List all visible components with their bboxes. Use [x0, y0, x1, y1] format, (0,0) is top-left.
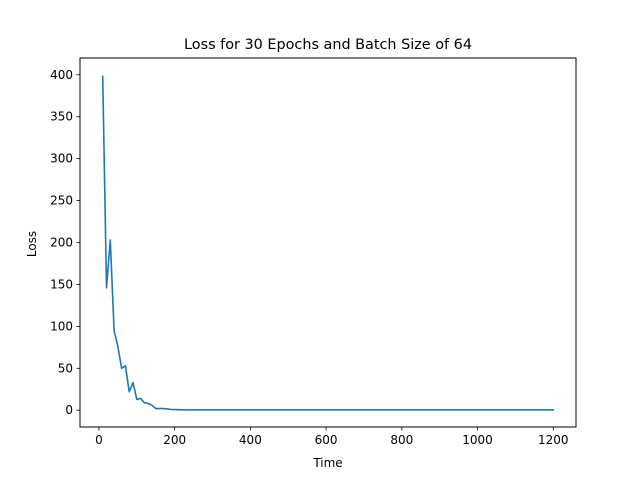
y-tick-label: 350 [50, 110, 73, 124]
y-tick-label: 0 [65, 403, 73, 417]
x-tick-label: 1200 [538, 433, 569, 447]
chart-title: Loss for 30 Epochs and Batch Size of 64 [184, 37, 472, 53]
x-tick-label: 200 [163, 433, 186, 447]
y-tick-label: 100 [50, 319, 73, 333]
x-tick-label: 400 [239, 433, 262, 447]
y-tick-label: 150 [50, 277, 73, 291]
y-tick-label: 300 [50, 152, 73, 166]
x-tick-label: 800 [390, 433, 413, 447]
y-tick-label: 400 [50, 68, 73, 82]
x-tick-label: 600 [315, 433, 338, 447]
loss-series-line [101, 75, 555, 411]
x-axis-label: Time [312, 456, 342, 470]
plot-frame [79, 57, 577, 428]
y-tick-label: 250 [50, 194, 73, 208]
y-tick-label: 200 [50, 236, 73, 250]
plot-area: 0 200 400 600 800 1000 1200 0 50 100 150 200 250 300 3… [50, 68, 568, 447]
y-tick-label: 50 [58, 361, 73, 375]
x-tick-label: 1000 [462, 433, 493, 447]
x-tick-label: 0 [95, 433, 103, 447]
y-axis-label: Loss [25, 231, 39, 257]
